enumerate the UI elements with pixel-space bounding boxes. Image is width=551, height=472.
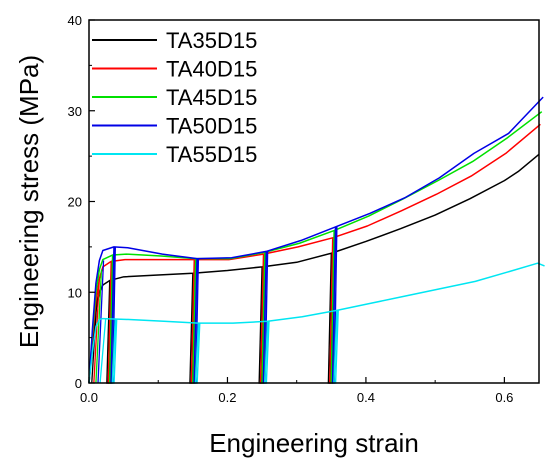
y-tick-label: 0 (75, 376, 82, 391)
legend-label: TA55D15 (166, 142, 257, 167)
x-tick-label: 0.2 (218, 390, 236, 405)
legend: TA35D15 TA40D15 TA45D15 TA50D15 TA55D15 (92, 28, 257, 167)
series-layer (88, 96, 545, 384)
y-tick-label: 20 (68, 195, 82, 210)
axis-ticks: 0.0 0.2 0.4 0.6 0 10 20 30 40 (68, 13, 514, 405)
legend-label: TA50D15 (166, 114, 257, 139)
x-axis-title: Engineering strain (209, 428, 419, 458)
plot-area-frame (88, 19, 540, 384)
series-line-ta45d15 (88, 111, 543, 384)
legend-label: TA45D15 (166, 85, 257, 110)
series-line-ta55d15 (88, 262, 545, 384)
x-tick-label: 0.4 (357, 390, 375, 405)
initial-loading-line (95, 269, 103, 384)
initial-loading-line (97, 260, 105, 384)
y-axis-title: Engineering stress (MPa) (14, 55, 44, 348)
y-tick-label: 30 (68, 104, 82, 119)
series-line-ta50d15 (88, 96, 544, 384)
initial-loading-line (99, 319, 107, 384)
x-tick-label: 0.6 (495, 390, 513, 405)
initial-loading-line (93, 278, 101, 384)
legend-label: TA40D15 (166, 57, 257, 82)
y-tick-label: 40 (68, 13, 82, 28)
x-tick-label: 0.0 (80, 390, 98, 405)
series-line-ta35d15 (88, 153, 540, 384)
legend-label: TA35D15 (166, 28, 257, 53)
y-tick-label: 10 (68, 285, 82, 300)
